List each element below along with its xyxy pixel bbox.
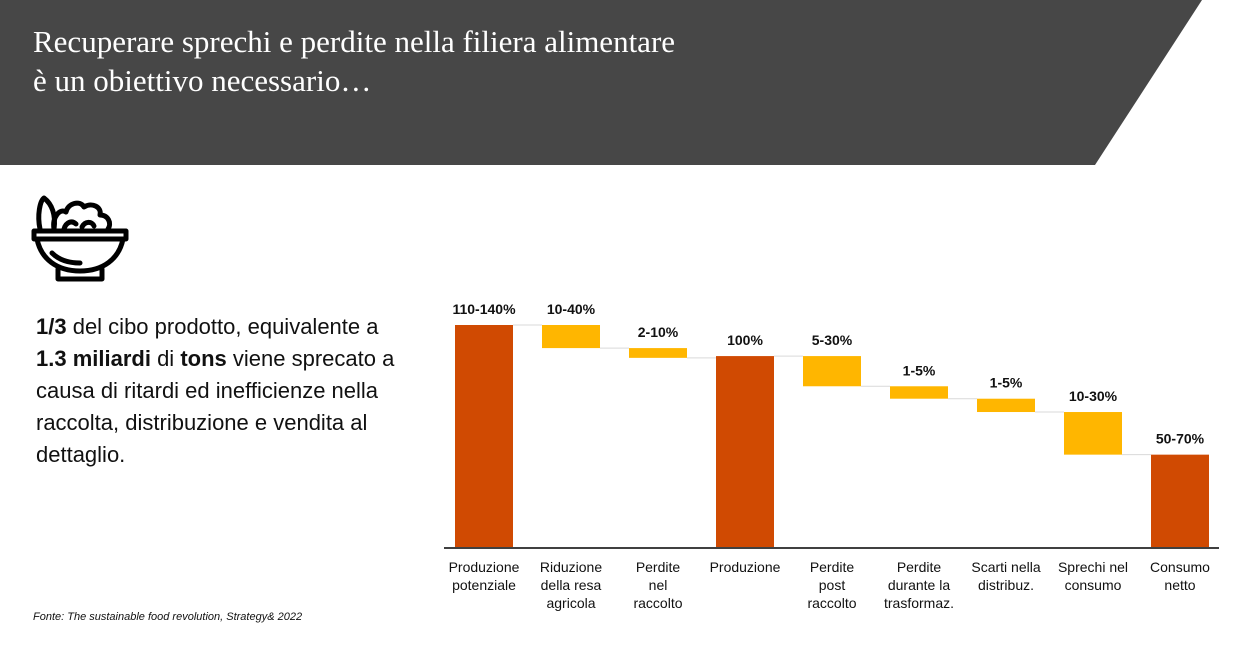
category-label-7: Scarti nella [971, 559, 1040, 575]
data-label-9: 50-70% [1156, 431, 1205, 447]
bar-5 [803, 356, 861, 387]
stat-fraction: 1/3 [36, 314, 67, 339]
page-title: Recuperare sprechi e perdite nella filie… [33, 22, 675, 100]
category-label-5: post [819, 577, 846, 593]
waterfall-chart: 110-140% Produzione potenziale 10-40% Riduzi… [444, 301, 1219, 611]
category-label-6: durante la [888, 577, 950, 593]
source-note: Fonte: The sustainable food revolution, … [33, 611, 303, 623]
data-label-6: 1-5% [903, 362, 936, 378]
page-title-line-2: è un obiettivo necessario… [33, 63, 372, 98]
bar-6 [890, 386, 948, 399]
category-label-3: Perdite [636, 559, 681, 575]
category-label-3: raccolto [633, 595, 682, 611]
data-label-2: 10-40% [547, 301, 596, 317]
category-label-7: distribuz. [978, 577, 1034, 593]
category-label-2: agricola [546, 595, 595, 611]
category-label-6: Perdite [897, 559, 942, 575]
category-label-1: potenziale [452, 577, 516, 593]
stat-text-part: di [150, 346, 181, 371]
data-label-3: 2-10% [638, 324, 679, 340]
category-label-5: raccolto [807, 595, 856, 611]
bar-3 [629, 348, 687, 358]
data-label-4: 100% [727, 332, 763, 348]
bar-7 [977, 398, 1035, 413]
category-label-3: nel [649, 577, 668, 593]
stat-text: 1/3 del cibo prodotto, equivalente a 1.3… [36, 311, 406, 471]
food-bowl-icon [30, 193, 130, 288]
category-label-8: consumo [1065, 577, 1122, 593]
category-label-4: Produzione [710, 559, 781, 575]
bar-2 [542, 325, 600, 349]
category-label-2: della resa [541, 577, 602, 593]
category-label-8: Sprechi nel [1058, 559, 1128, 575]
data-label-5: 5-30% [812, 332, 853, 348]
stat-amount: 1.3 miliardi [36, 346, 151, 371]
category-label-6: trasformaz. [884, 595, 954, 611]
bar-9 [1151, 454, 1209, 547]
data-label-7: 1-5% [990, 375, 1023, 391]
bar-4 [716, 356, 774, 547]
data-label-1: 110-140% [452, 301, 516, 317]
category-label-9: Consumo [1150, 559, 1210, 575]
category-label-2: Riduzione [540, 559, 602, 575]
banner-shape [0, 0, 1202, 165]
food-bowl-icon-graphic [31, 195, 129, 282]
category-label-5: Perdite [810, 559, 855, 575]
stat-text-part: del cibo prodotto, equivalente a [66, 314, 379, 339]
stat-unit: tons [180, 346, 227, 371]
stat-text-part: viene sprecato a causa di ritardi ed ine… [36, 346, 395, 467]
bar-1 [455, 325, 513, 547]
category-label-9: netto [1164, 577, 1195, 593]
category-label-1: Produzione [449, 559, 520, 575]
header-banner: Recuperare sprechi e perdite nella filie… [0, 0, 1250, 165]
bar-8 [1064, 412, 1122, 455]
page-title-line-1: Recuperare sprechi e perdite nella filie… [33, 24, 676, 59]
data-label-8: 10-30% [1069, 388, 1118, 404]
